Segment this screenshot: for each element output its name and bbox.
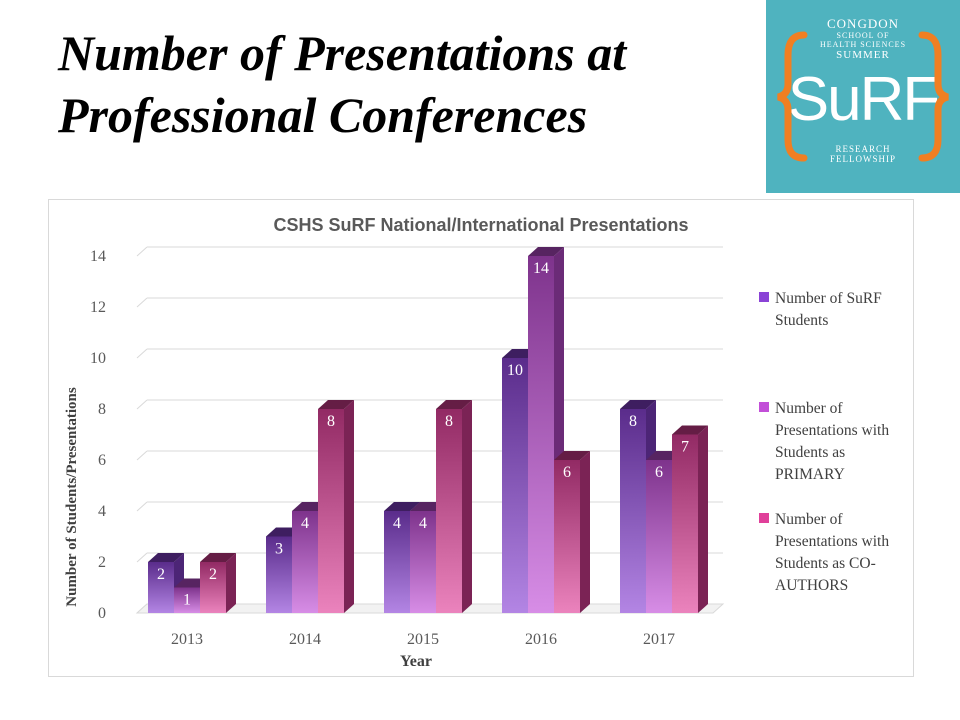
bar-front [292, 511, 318, 613]
slide-title-line-1: Number of Presentations at [58, 25, 627, 81]
bar-front [528, 256, 554, 613]
logo-bottom-2: FELLOWSHIP [830, 154, 896, 164]
legend-swatch-primary [759, 402, 769, 412]
bar-front [502, 358, 528, 613]
bars [148, 247, 708, 613]
surf-logo: CONGDON SCHOOL OF HEALTH SCIENCES SUMMER… [766, 0, 960, 193]
y-tick-label: 10 [90, 350, 106, 367]
bar-top [200, 553, 236, 562]
bar-front [174, 587, 200, 613]
bar-top [318, 400, 354, 409]
legend-label-primary: Number of Presentations with Students as… [775, 400, 890, 483]
data-label: 4 [419, 515, 427, 532]
logo-main-text: SuRF [788, 65, 939, 134]
data-label: 4 [393, 515, 401, 532]
x-tick-label: 2013 [171, 631, 203, 648]
data-labels: 2 1 2 3 4 8 4 4 8 10 14 6 8 6 7 [157, 260, 689, 609]
bar-top [620, 400, 656, 409]
data-label: 8 [327, 413, 335, 430]
bar-front [384, 511, 410, 613]
bar-front [436, 409, 462, 613]
bar-front [266, 536, 292, 613]
bar-side [698, 425, 708, 613]
grid-diagonal [136, 399, 148, 410]
y-tick-label: 14 [90, 248, 106, 265]
bar-2013-series-3 [200, 553, 236, 613]
bar-front [646, 460, 672, 613]
bar-front [672, 434, 698, 613]
y-tick-label: 6 [98, 452, 106, 469]
chart-svg: CSHS SuRF National/International Present… [64, 215, 725, 670]
chart-title: CSHS SuRF National/International Present… [273, 215, 688, 235]
bar-2014-series-3 [318, 400, 354, 613]
bar-top [384, 502, 420, 511]
bar-side [226, 553, 236, 613]
legend-label-students: Number of SuRF Students [775, 290, 882, 329]
data-label: 6 [563, 464, 571, 481]
bar-side [462, 400, 472, 613]
bar-front [200, 562, 226, 613]
bar-top [528, 247, 564, 256]
bar-front [318, 409, 344, 613]
bar-side [344, 400, 354, 613]
logo-line-2: SCHOOL OF [837, 31, 890, 40]
x-axis-ticks: 2013 2014 2015 2016 2017 [171, 631, 675, 648]
data-label: 1 [183, 592, 191, 609]
y-axis-ticks: 0 2 4 6 8 10 12 14 [90, 248, 106, 622]
bar-top [554, 451, 590, 460]
bar-front [410, 511, 436, 613]
slide-title: Number of Presentations at Professional … [58, 22, 748, 146]
grid-diagonal [136, 297, 148, 308]
grid-diagonal [136, 552, 148, 563]
x-tick-label: 2016 [525, 631, 557, 648]
data-label: 8 [629, 413, 637, 430]
data-label: 2 [209, 566, 217, 583]
logo-line-3: HEALTH SCIENCES [820, 40, 906, 49]
bar-2015-series-3 [436, 400, 472, 613]
y-tick-label: 2 [98, 554, 106, 571]
y-tick-label: 12 [90, 299, 106, 316]
x-tick-label: 2017 [643, 631, 675, 648]
y-tick-label: 0 [98, 605, 106, 622]
grid-diagonal [136, 501, 148, 512]
legend-swatch-students [759, 292, 769, 302]
y-tick-label: 8 [98, 401, 106, 418]
data-label: 10 [507, 362, 523, 379]
data-label: 14 [533, 260, 549, 277]
grid-diagonal [136, 246, 148, 257]
logo-line-1: CONGDON [827, 16, 899, 31]
right-brace-icon [918, 31, 949, 162]
slide-title-line-2: Professional Conferences [58, 87, 588, 143]
legend-label-coauthors: Number of Presentations with Students as… [775, 511, 890, 594]
data-label: 2 [157, 566, 165, 583]
y-tick-label: 4 [98, 503, 106, 520]
data-label: 4 [301, 515, 309, 532]
data-label: 3 [275, 541, 283, 558]
logo-bottom-1: RESEARCH [835, 144, 890, 154]
surf-logo-graphic: CONGDON SCHOOL OF HEALTH SCIENCES SUMMER… [777, 16, 949, 164]
left-brace-icon [777, 31, 808, 162]
bar-top [148, 553, 184, 562]
legend-swatch-coauthors [759, 513, 769, 523]
data-label: 7 [681, 439, 689, 456]
x-tick-label: 2015 [407, 631, 439, 648]
bar-top [436, 400, 472, 409]
x-tick-label: 2014 [289, 631, 321, 648]
x-axis-title: Year [400, 653, 432, 670]
grid-diagonal [136, 348, 148, 359]
bar-front [148, 562, 174, 613]
data-label: 8 [445, 413, 453, 430]
bar-front [554, 460, 580, 613]
grid-diagonal [136, 450, 148, 461]
chart-area: CSHS SuRF National/International Present… [48, 199, 914, 677]
y-axis-title: Number of Students/Presentations [64, 387, 80, 607]
bar-2016-series-3 [554, 451, 590, 613]
bar-2017-series-3 [672, 425, 708, 613]
bar-top [672, 425, 708, 435]
bar-front [620, 409, 646, 613]
logo-line-4: SUMMER [836, 49, 890, 61]
data-label: 6 [655, 464, 663, 481]
bar-side [580, 451, 590, 613]
